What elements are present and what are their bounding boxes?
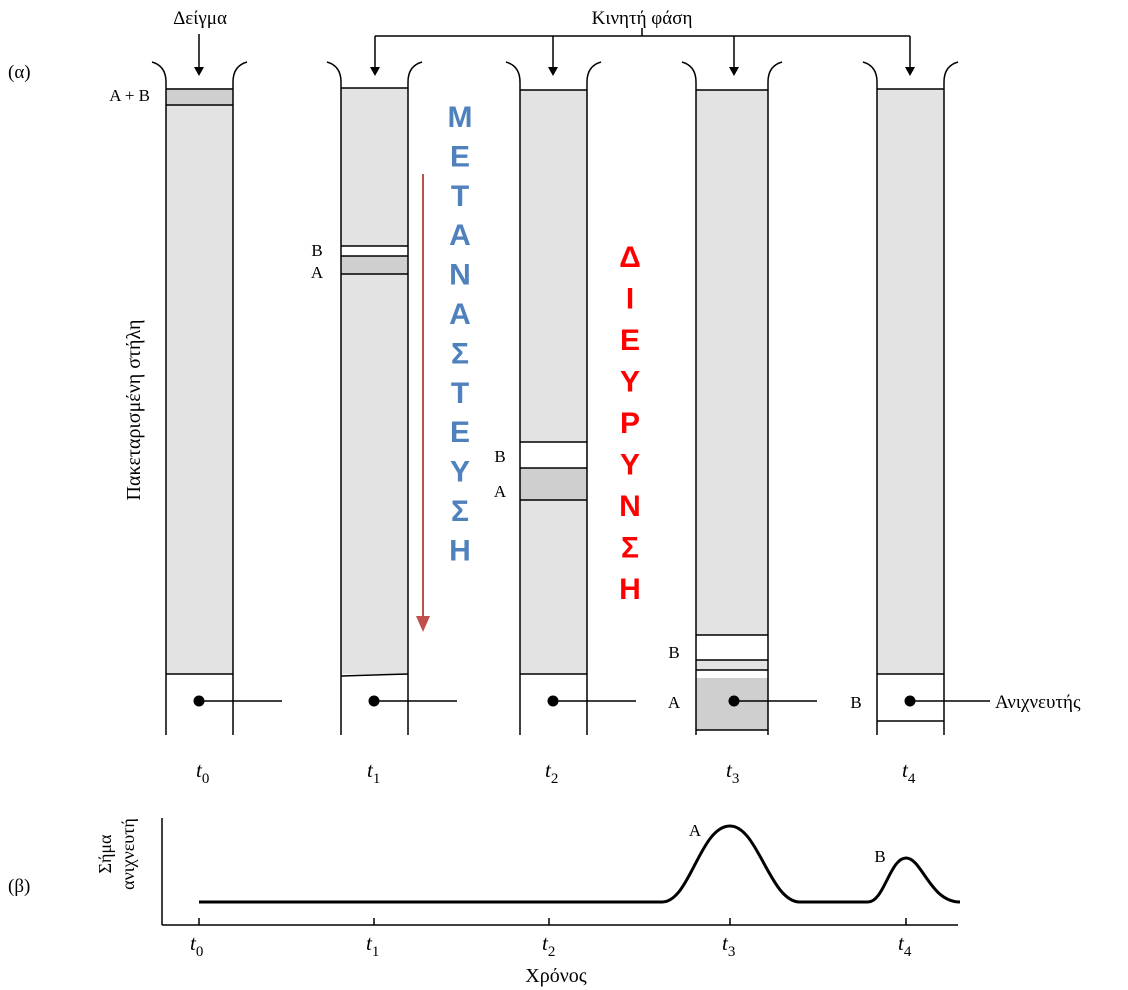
- sample-label: Δείγμα: [173, 8, 227, 29]
- band-a: [341, 256, 408, 274]
- peak-b-label: Β: [874, 847, 885, 866]
- broadening-word-letter: Ι: [626, 283, 634, 316]
- broadening-word-letter: Υ: [620, 449, 640, 482]
- separation-word-letter: Μ: [448, 101, 473, 134]
- mobile-phase-label: Κινητή φάση: [592, 8, 693, 29]
- band-a-label-t1: Α: [311, 263, 324, 282]
- band-a-plus-b: [166, 89, 233, 105]
- separation-word-letter: Υ: [450, 456, 470, 489]
- broadening-word-letter: Υ: [620, 366, 640, 399]
- tick-label-t3: t3: [722, 931, 735, 960]
- time-label-t1: t1: [367, 758, 380, 787]
- band-b: [520, 442, 587, 468]
- separation-word-letter: Α: [449, 219, 471, 252]
- separation-word-letter: Ε: [450, 140, 470, 173]
- tick-label-t0: t0: [190, 931, 203, 960]
- column-t1: [326, 61, 457, 735]
- column-packing: [520, 90, 587, 674]
- broadening-word-letter: Δ: [619, 241, 641, 274]
- x-axis-label: Χρόνος: [525, 965, 586, 987]
- band-ab-label: Α + Β: [109, 86, 150, 105]
- separation-word-letter: Α: [449, 298, 471, 331]
- time-label-t3: t3: [726, 758, 739, 787]
- band-b: [696, 635, 768, 660]
- time-label-t2: t2: [545, 758, 558, 787]
- column-t2: [505, 61, 636, 735]
- band-a-label-t3: Α: [668, 693, 681, 712]
- broadening-word-letter: Σ: [621, 532, 639, 565]
- column-packing: [696, 90, 768, 730]
- separation-word-letter: Η: [449, 534, 471, 567]
- column-t3: [681, 61, 817, 735]
- column-time-labels: t0 t1 t2 t3 t4: [196, 758, 916, 787]
- ylabel-line2: ανιχνευτή: [118, 818, 138, 890]
- column-t4: [862, 61, 990, 735]
- band-a-label-t2: Α: [494, 482, 507, 501]
- detector-label: Ανιχνευτής: [995, 692, 1081, 713]
- band-a: [520, 468, 587, 500]
- broadening-word-letter: Ρ: [620, 407, 640, 440]
- separation-word-letter: Σ: [451, 495, 469, 528]
- panel-b-label: (β): [8, 876, 30, 897]
- column-packing: [877, 89, 944, 674]
- band-b-label-t4: Β: [850, 693, 861, 712]
- separation-word-letter: Ε: [450, 416, 470, 449]
- tick-label-t1: t1: [366, 931, 379, 960]
- separation-word-letter: Τ: [451, 377, 469, 410]
- broadening-word-letter: Ν: [619, 490, 641, 523]
- mobile-phase-arrows: [370, 36, 915, 76]
- band-b-label-t1: Β: [311, 241, 322, 260]
- broadening-word-letter: Η: [619, 573, 641, 606]
- axis-time-labels: t0 t1 t2 t3 t4: [190, 931, 912, 960]
- column-packing: [341, 88, 408, 674]
- time-label-t0: t0: [196, 758, 209, 787]
- panel-a-label: (α): [8, 62, 31, 83]
- x-ticks: [198, 918, 907, 925]
- time-label-t4: t4: [902, 758, 916, 787]
- progress-arrow-head: [416, 616, 430, 632]
- column-label: Πακεταρισμένη στήλη: [123, 320, 145, 501]
- column-packing: [166, 88, 233, 674]
- separation-word-letter: Τ: [451, 180, 469, 213]
- ylabel-line1: Σήμα: [95, 834, 115, 874]
- detector-gap: [696, 670, 768, 678]
- broadening-word-letter: Ε: [620, 324, 640, 357]
- separation-word-letter: Σ: [451, 337, 469, 370]
- sample-arrow-head: [194, 67, 204, 76]
- band-b-label-t3: Β: [668, 643, 679, 662]
- tick-label-t2: t2: [542, 931, 555, 960]
- tick-label-t4: t4: [898, 931, 912, 960]
- detector-signal-curve: [199, 824, 961, 904]
- band-b: [341, 246, 408, 256]
- column-t0: [151, 61, 282, 735]
- separation-word-letter: Ν: [449, 259, 471, 292]
- peak-a-label: Α: [689, 821, 702, 840]
- band-b-label-t2: Β: [494, 447, 505, 466]
